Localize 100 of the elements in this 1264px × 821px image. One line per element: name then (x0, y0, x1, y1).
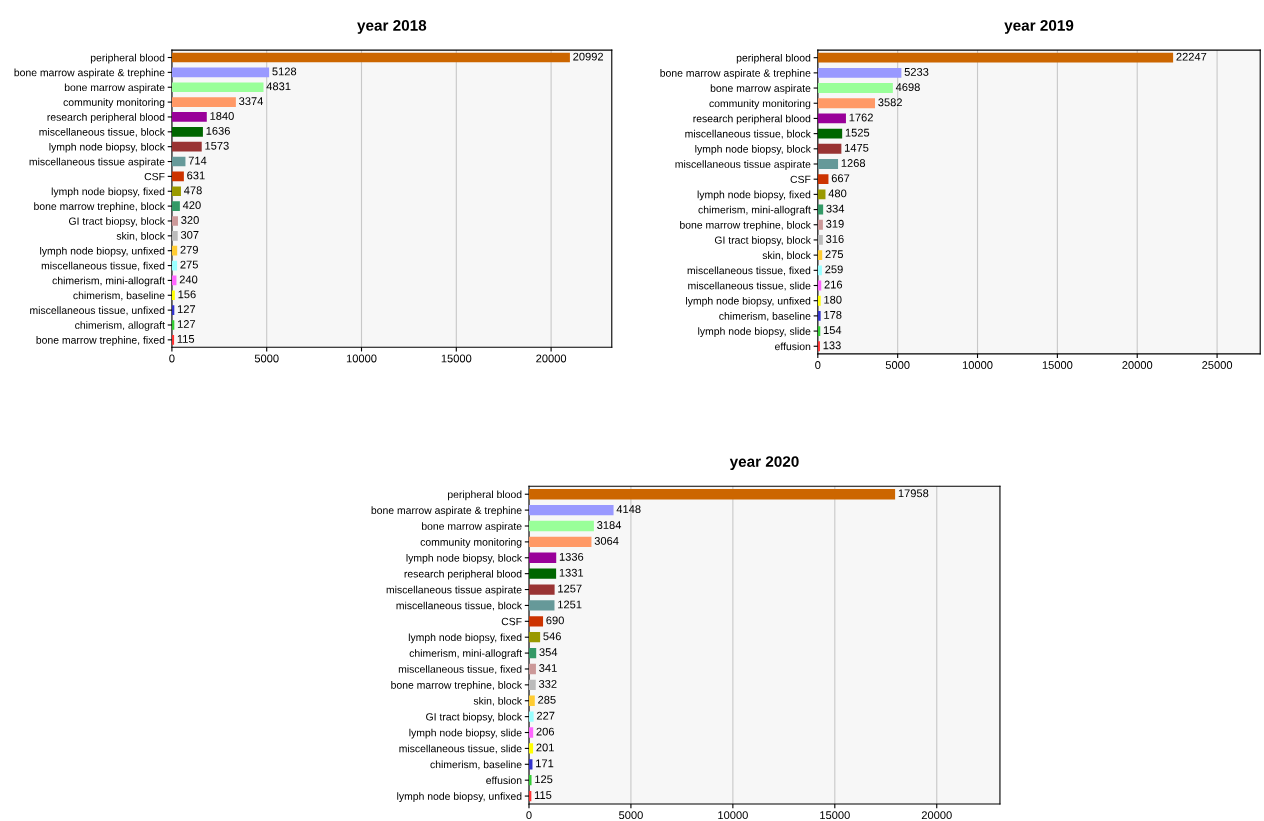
data-label: 279 (180, 245, 198, 254)
data-label: 1331 (559, 568, 584, 577)
y-tick-label: research peripheral blood (404, 569, 522, 580)
data-label: 5233 (904, 67, 929, 76)
y-tick-label: CSF (501, 617, 522, 626)
bar (817, 310, 821, 321)
x-tick-label: 10000 (718, 811, 748, 820)
data-label: 480 (828, 189, 847, 198)
y-tick-label: miscellaneous tissue, block (685, 129, 811, 139)
y-tick-label: bone marrow trephine, block (34, 202, 165, 213)
data-label: 201 (536, 743, 554, 752)
data-label: 320 (181, 216, 199, 224)
y-tick-label: research peripheral blood (47, 113, 165, 123)
data-label: 227 (536, 711, 555, 720)
y-tick-label: chimerism, baseline (73, 291, 165, 301)
chart-title: year 2018 (357, 19, 427, 34)
y-tick-label: lymph node biopsy, block (406, 553, 523, 564)
data-label: 4831 (266, 82, 291, 91)
y-tick-label: skin, block (762, 251, 811, 261)
y-tick-label: miscellaneous tissue, slide (688, 281, 811, 291)
bar (528, 647, 537, 659)
x-tick-label: 15000 (1042, 361, 1073, 369)
bar (817, 98, 876, 109)
x-tick-label: 0 (169, 354, 175, 363)
data-label: 334 (826, 204, 845, 213)
y-tick-label: bone marrow trephine, fixed (36, 336, 165, 346)
data-label: 3582 (878, 98, 902, 107)
x-tick-label: 15000 (820, 811, 850, 820)
data-label: 478 (184, 186, 202, 195)
data-label: 1840 (210, 112, 234, 120)
bar (171, 82, 264, 93)
y-tick-label: miscellaneous tissue aspirate (29, 157, 165, 168)
data-label: 1525 (845, 128, 870, 137)
data-label: 354 (539, 648, 558, 657)
data-label: 3374 (239, 97, 264, 106)
bar (817, 219, 823, 230)
bar (528, 663, 536, 675)
bar (817, 128, 843, 139)
bar (817, 83, 893, 93)
x-tick-label: 5000 (254, 354, 279, 363)
bar (171, 290, 175, 301)
bar (528, 775, 532, 786)
data-label: 22247 (1176, 52, 1207, 61)
data-label: 180 (824, 295, 842, 304)
bar (171, 260, 178, 271)
data-label: 316 (826, 235, 844, 243)
bar (528, 632, 541, 643)
y-tick-label: bone marrow aspirate & trephine (371, 506, 522, 517)
bar (817, 113, 846, 124)
bar (528, 711, 534, 722)
data-label: 667 (831, 174, 850, 183)
y-tick-label: peripheral blood (736, 53, 811, 64)
y-tick-label: chimerism, baseline (719, 312, 811, 321)
y-tick-label: bone marrow aspirate & trephine (660, 69, 811, 79)
bar (528, 743, 534, 754)
bar (817, 143, 842, 154)
data-label: 216 (824, 280, 843, 289)
y-tick-label: lymph node biopsy, unfixed (686, 296, 811, 307)
y-tick-label: lymph node biopsy, block (695, 145, 811, 155)
y-tick-label: miscellaneous tissue aspirate (675, 160, 811, 170)
y-tick-label: bone marrow aspirate (421, 522, 522, 532)
data-label: 1336 (559, 552, 584, 561)
bar (171, 97, 236, 107)
y-tick-label: lymph node biopsy, unfixed (40, 246, 165, 257)
y-tick-label: GI tract biopsy, block (426, 712, 523, 723)
data-label: 17958 (898, 489, 929, 498)
data-label: 240 (179, 275, 198, 284)
data-label: 275 (825, 250, 844, 259)
data-label: 154 (823, 326, 842, 335)
bar (171, 126, 203, 137)
y-tick-label: miscellaneous tissue, block (39, 128, 165, 137)
x-tick-label: 5000 (619, 811, 643, 820)
bar (528, 616, 544, 627)
bar (528, 695, 535, 706)
y-tick-label: lymph node biopsy, fixed (51, 187, 165, 198)
y-tick-label: effusion (775, 342, 811, 351)
y-tick-label: miscellaneous tissue, unfixed (30, 306, 165, 316)
data-label: 1257 (558, 584, 582, 593)
y-tick-label: GI tract biopsy, block (714, 236, 811, 246)
y-tick-label: chimerism, mini-allograft (52, 276, 165, 287)
y-tick-label: lymph node biopsy, fixed (408, 633, 522, 644)
bar (817, 159, 839, 169)
data-label: 127 (177, 320, 196, 328)
bar (528, 568, 557, 579)
chart-title: year 2020 (729, 456, 799, 470)
y-tick-label: lymph node biopsy, slide (409, 728, 522, 739)
bar (171, 335, 175, 345)
data-label: 3064 (594, 537, 619, 545)
y-tick-label: lymph node biopsy, fixed (697, 190, 811, 201)
data-label: 275 (180, 260, 198, 269)
y-tick-label: miscellaneous tissue, slide (399, 744, 522, 754)
y-tick-label: bone marrow aspirate (710, 84, 811, 94)
y-tick-label: miscellaneous tissue, fixed (398, 665, 522, 675)
bar (171, 67, 270, 78)
data-label: 3184 (597, 521, 622, 529)
x-tick-label: 5000 (885, 361, 910, 369)
y-tick-label: lymph node biopsy, unfixed (397, 792, 522, 802)
bar (171, 231, 178, 241)
bar (171, 186, 181, 197)
bar (817, 52, 1174, 63)
